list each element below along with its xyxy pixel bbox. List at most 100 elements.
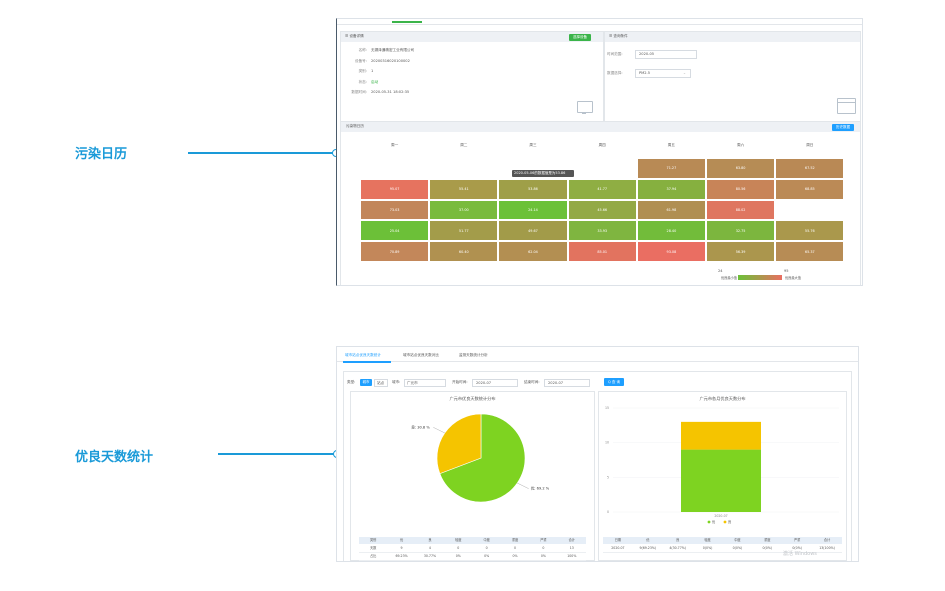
tooltip-text: 2020-05-06的数据值是为53.86 [514,171,566,175]
city-value: 广元市 [407,380,418,385]
calendar-day-cell[interactable]: 41.77 [567,178,637,200]
calendar-day-cell[interactable]: 33.93 [567,220,637,242]
calendar-day-cell[interactable]: 71.27 [636,158,706,179]
calendar-day-cell[interactable]: 62.04 [498,241,568,262]
calendar-day-cell[interactable]: 24.14 [498,199,568,221]
calendar-day-cell[interactable]: 65.37 [775,241,845,262]
start-time-label: 开始时间: [452,380,468,384]
device-field-label: 设备号: [355,58,367,63]
city-label: 城市: [392,380,401,384]
device-field-value: 2020-05-31 18:02:35 [371,90,410,94]
time-range-label: 时间范围: [607,52,623,56]
calendar-day-cell[interactable]: 55.76 [775,220,845,242]
table-header-cell: 合计 [823,538,831,542]
device-field-label: 数据时间: [351,90,367,94]
panel-header: ☰ 查询条件 [605,32,860,42]
calendar-day-cell[interactable]: 60.40 [429,241,499,262]
table-header-cell: 中度 [734,538,741,542]
calendar-day-cell[interactable]: 32.75 [706,220,776,242]
calendar-day-cell[interactable]: 56.39 [706,241,776,262]
table-header-cell: 优 [646,538,650,542]
type-option-city[interactable]: 城市 [360,379,372,386]
table-cell: 天数 [370,546,377,550]
table-header-cell: 轻度 [455,538,462,542]
factor-label: 数据选择: [607,71,623,75]
legend-high-label: 优良最大值 [785,276,801,280]
history-data-button[interactable]: 历史数据 [832,124,854,131]
search-button[interactable]: Q 查 询 [604,378,624,386]
divider [337,24,862,25]
time-range-value: 2020-05 [639,52,655,56]
good-days-screenshot: 城市站点优良天数统计 城市站点优良天数对比 监测天数统计分析 类型: 城市 站点 城… [336,346,859,562]
time-range-input[interactable]: 2020-05 [635,50,697,59]
panel-header: ☰ 设备详情 选择设备 [341,32,603,42]
calendar-day-cell[interactable]: 73.03 [360,199,430,221]
table-header-cell: 重度 [764,538,771,542]
calendar-day-cell[interactable]: 51.77 [429,220,499,242]
table-cell: 0 [542,546,545,550]
type-option-site[interactable]: 站点 [374,379,388,387]
calendar-day-cell[interactable]: 68.85 [775,178,845,200]
calendar-day-cell[interactable]: 85.01 [567,241,637,262]
table-cell: 0% [484,554,490,558]
device-field-value: 无锡泽通精密工业有限公司 [371,48,415,52]
select-device-button[interactable]: 选择设备 [569,34,591,41]
active-tab-indicator [392,21,422,23]
start-time-input[interactable]: 2020-07 [472,379,518,387]
x-tick-label: 2020-07 [714,514,727,518]
y-tick-label: 10 [605,441,609,445]
calendar-day-cell[interactable]: 25.04 [360,220,430,242]
calendar-day-cell[interactable]: 37.00 [429,199,499,221]
table-header-cell: 合计 [568,538,575,542]
calendar-day-cell[interactable]: 70.89 [360,241,430,262]
device-field-label: 状态: [358,79,367,84]
tab-3[interactable]: 监测天数统计分析 [459,353,488,357]
factor-value: PM2.5 [639,71,650,75]
calendar-day-cell[interactable]: 37.94 [636,178,706,200]
calendar-day-cell[interactable]: 95.07 [360,178,430,200]
tab-2[interactable]: 城市站点优良天数对比 [403,353,439,357]
calendar-day-cell[interactable]: 53.86 [498,178,568,200]
tab-1[interactable]: 城市站点优良天数统计 [345,353,381,357]
end-time-input[interactable]: 2020-07 [544,379,590,387]
legend-low-label: 优良最小值 [721,276,737,280]
type-option-site-label: 站点 [377,380,385,385]
panel-title: ☰ 设备详情 [345,34,364,38]
city-select[interactable]: 广元市 [404,379,446,387]
calendar-day-cell[interactable]: 45.66 [567,199,637,221]
active-tab-indicator [343,361,391,363]
pie-chart: 优: 69.2 % 良: 30.8 % [411,413,550,503]
calendar-day-cell[interactable]: 80.56 [706,178,776,200]
table-cell: 0(0%) [702,546,713,550]
device-field-value: 启动 [371,79,379,84]
content-card: 类型: 城市 站点 城市: 广元市 开始时间: 2020-07 结束时间: 20… [343,371,852,561]
calendar-day-cell[interactable]: 49.67 [498,220,568,242]
weekday-label: 周五 [667,143,675,147]
table-header-cell: 类别 [370,538,377,542]
bar-chart: 0 5 10 15 2020-07优 良 [605,406,839,524]
calendar-day-cell[interactable]: 63.80 [706,158,776,179]
calendar-day-cell[interactable]: 55.41 [429,178,499,200]
legend-max-value: 95 [784,269,789,273]
calendar-day-cell[interactable]: 88.02 [706,199,776,221]
calendar-tooltip: 2020-05-06的数据值是为53.86 [512,170,574,177]
calendar-day-cell[interactable]: 28.40 [636,220,706,242]
table-cell: 30.77% [423,554,437,558]
table-cell: 占比 [370,554,377,558]
factor-select[interactable]: PM2.5 ⌄ [635,69,691,78]
table-header-cell: 严重 [794,538,801,542]
pie-label-leader [433,427,445,434]
calendar-day-cell[interactable]: 67.52 [775,158,845,179]
bar-chart-card: 广元市各月优良天数分布 0 5 10 15 2020-07 优良 日期优良轻度 中度 重度 严重… [598,391,847,561]
panel-header: 污染物日历 历史数据 [341,122,860,132]
table-cell: 13(100%) [819,546,835,550]
panel-title: 污染物日历 [346,124,364,128]
table-cell: 0% [512,554,518,558]
weekday-label: 周三 [529,143,537,147]
calendar-icon-bar [838,102,855,103]
start-time-value: 2020-07 [476,380,492,385]
calendar-day-cell[interactable]: 61.98 [636,199,706,221]
calendar-day-cell[interactable]: 93.08 [636,241,706,262]
monitor-icon-stand [582,112,586,114]
table-header-cell: 重度 [511,538,519,542]
